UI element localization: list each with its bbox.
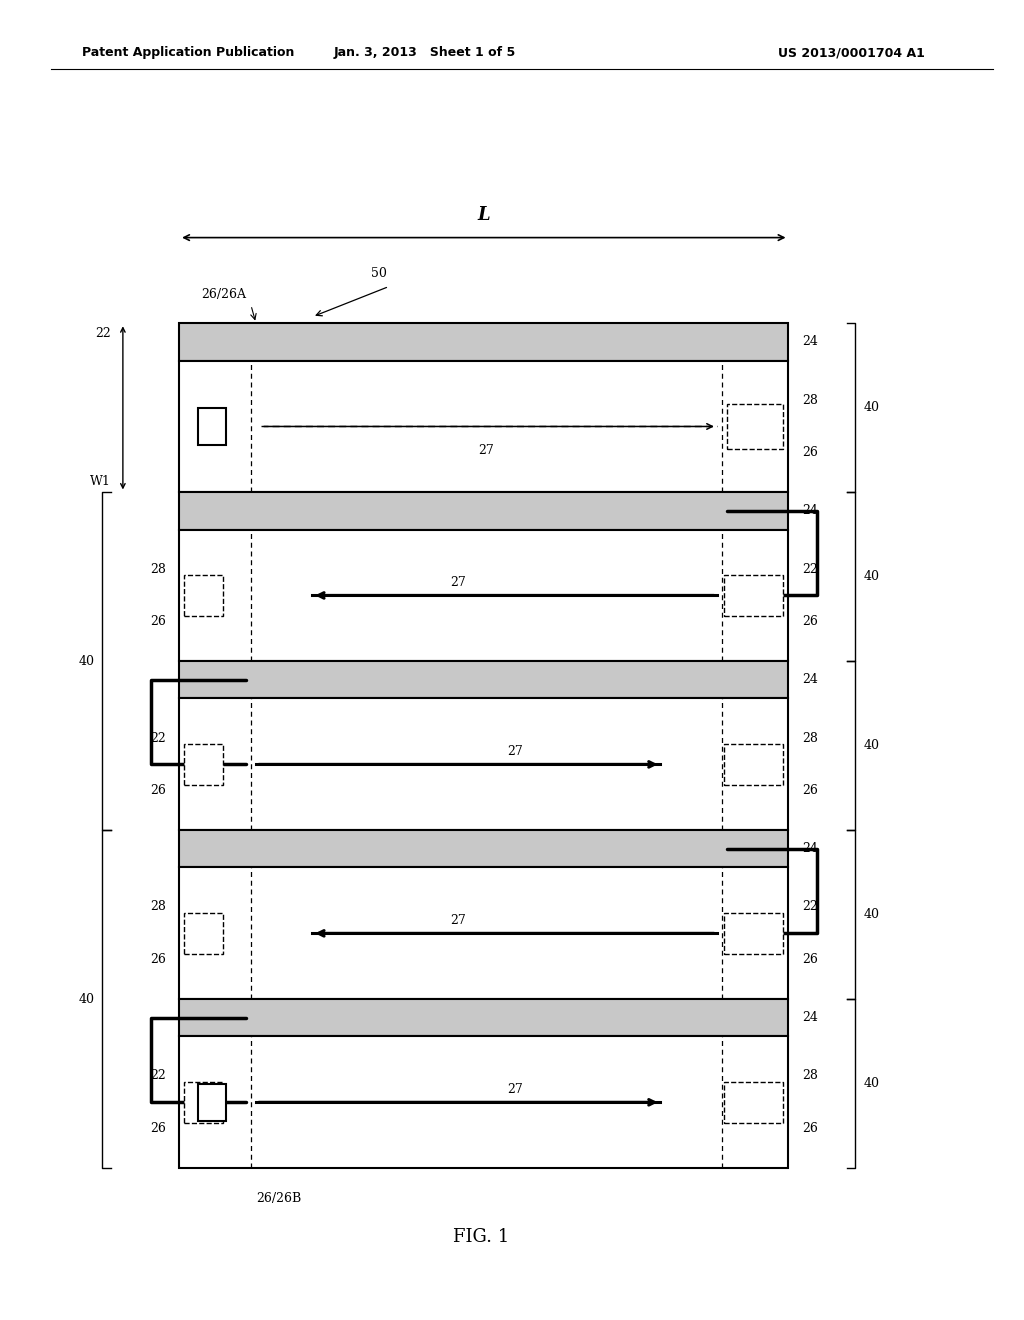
Text: FIG. 1: FIG. 1 [454, 1228, 509, 1246]
Bar [179, 492, 788, 529]
Text: 40: 40 [863, 401, 880, 414]
Text: Patent Application Publication: Patent Application Publication [82, 46, 294, 59]
Text: 24: 24 [802, 335, 818, 348]
Text: 28: 28 [802, 731, 818, 744]
Text: 28: 28 [802, 393, 818, 407]
Bar [724, 744, 783, 785]
Text: 22: 22 [95, 327, 111, 341]
Text: 40: 40 [863, 570, 880, 583]
Text: 26: 26 [802, 615, 818, 628]
Bar [179, 830, 788, 867]
Bar [184, 576, 223, 616]
Text: Jan. 3, 2013   Sheet 1 of 5: Jan. 3, 2013 Sheet 1 of 5 [334, 46, 516, 59]
Text: W1: W1 [90, 475, 111, 488]
Text: 27: 27 [478, 444, 495, 457]
Text: 22: 22 [802, 900, 817, 913]
Bar [184, 744, 223, 785]
Text: 28: 28 [150, 562, 166, 576]
Text: 27: 27 [507, 744, 522, 758]
Text: 40: 40 [78, 655, 94, 668]
Bar [184, 1082, 223, 1123]
Text: 24: 24 [802, 673, 818, 686]
Bar [179, 323, 788, 360]
Text: 26: 26 [802, 784, 818, 797]
Text: 40: 40 [863, 739, 880, 752]
Text: 24: 24 [802, 504, 818, 517]
Bar [724, 1082, 783, 1123]
Text: 40: 40 [863, 908, 880, 921]
Text: 26/26B: 26/26B [256, 1192, 301, 1205]
Text: 22: 22 [802, 562, 817, 576]
Bar [724, 576, 783, 616]
Text: 40: 40 [863, 1077, 880, 1090]
Text: 26: 26 [150, 615, 166, 628]
Text: 27: 27 [507, 1082, 522, 1096]
Text: 24: 24 [802, 1011, 818, 1024]
Bar [179, 661, 788, 698]
Text: 22: 22 [151, 731, 166, 744]
Text: 28: 28 [802, 1069, 818, 1082]
Bar [184, 913, 223, 954]
Text: 26: 26 [802, 953, 818, 966]
Text: 28: 28 [150, 900, 166, 913]
Text: 26: 26 [150, 953, 166, 966]
Text: 27: 27 [451, 576, 466, 589]
Text: 26/26A: 26/26A [201, 288, 246, 301]
Bar [179, 360, 788, 492]
Bar [179, 529, 788, 661]
Text: 24: 24 [802, 842, 818, 855]
Text: L: L [477, 206, 490, 224]
Bar [198, 408, 226, 445]
Text: 26: 26 [150, 1122, 166, 1135]
Bar [179, 867, 788, 999]
Text: 26: 26 [150, 784, 166, 797]
Bar [179, 999, 788, 1036]
Text: 26: 26 [802, 446, 818, 459]
Text: 40: 40 [78, 993, 94, 1006]
Bar [251, 323, 722, 1168]
Text: 50: 50 [371, 267, 387, 280]
Text: 26: 26 [802, 1122, 818, 1135]
Bar [198, 1084, 226, 1121]
Bar [179, 698, 788, 830]
Bar [179, 1036, 788, 1168]
Bar [727, 404, 783, 449]
Bar [724, 913, 783, 954]
Text: US 2013/0001704 A1: US 2013/0001704 A1 [778, 46, 925, 59]
Text: 22: 22 [151, 1069, 166, 1082]
Text: 27: 27 [451, 913, 466, 927]
